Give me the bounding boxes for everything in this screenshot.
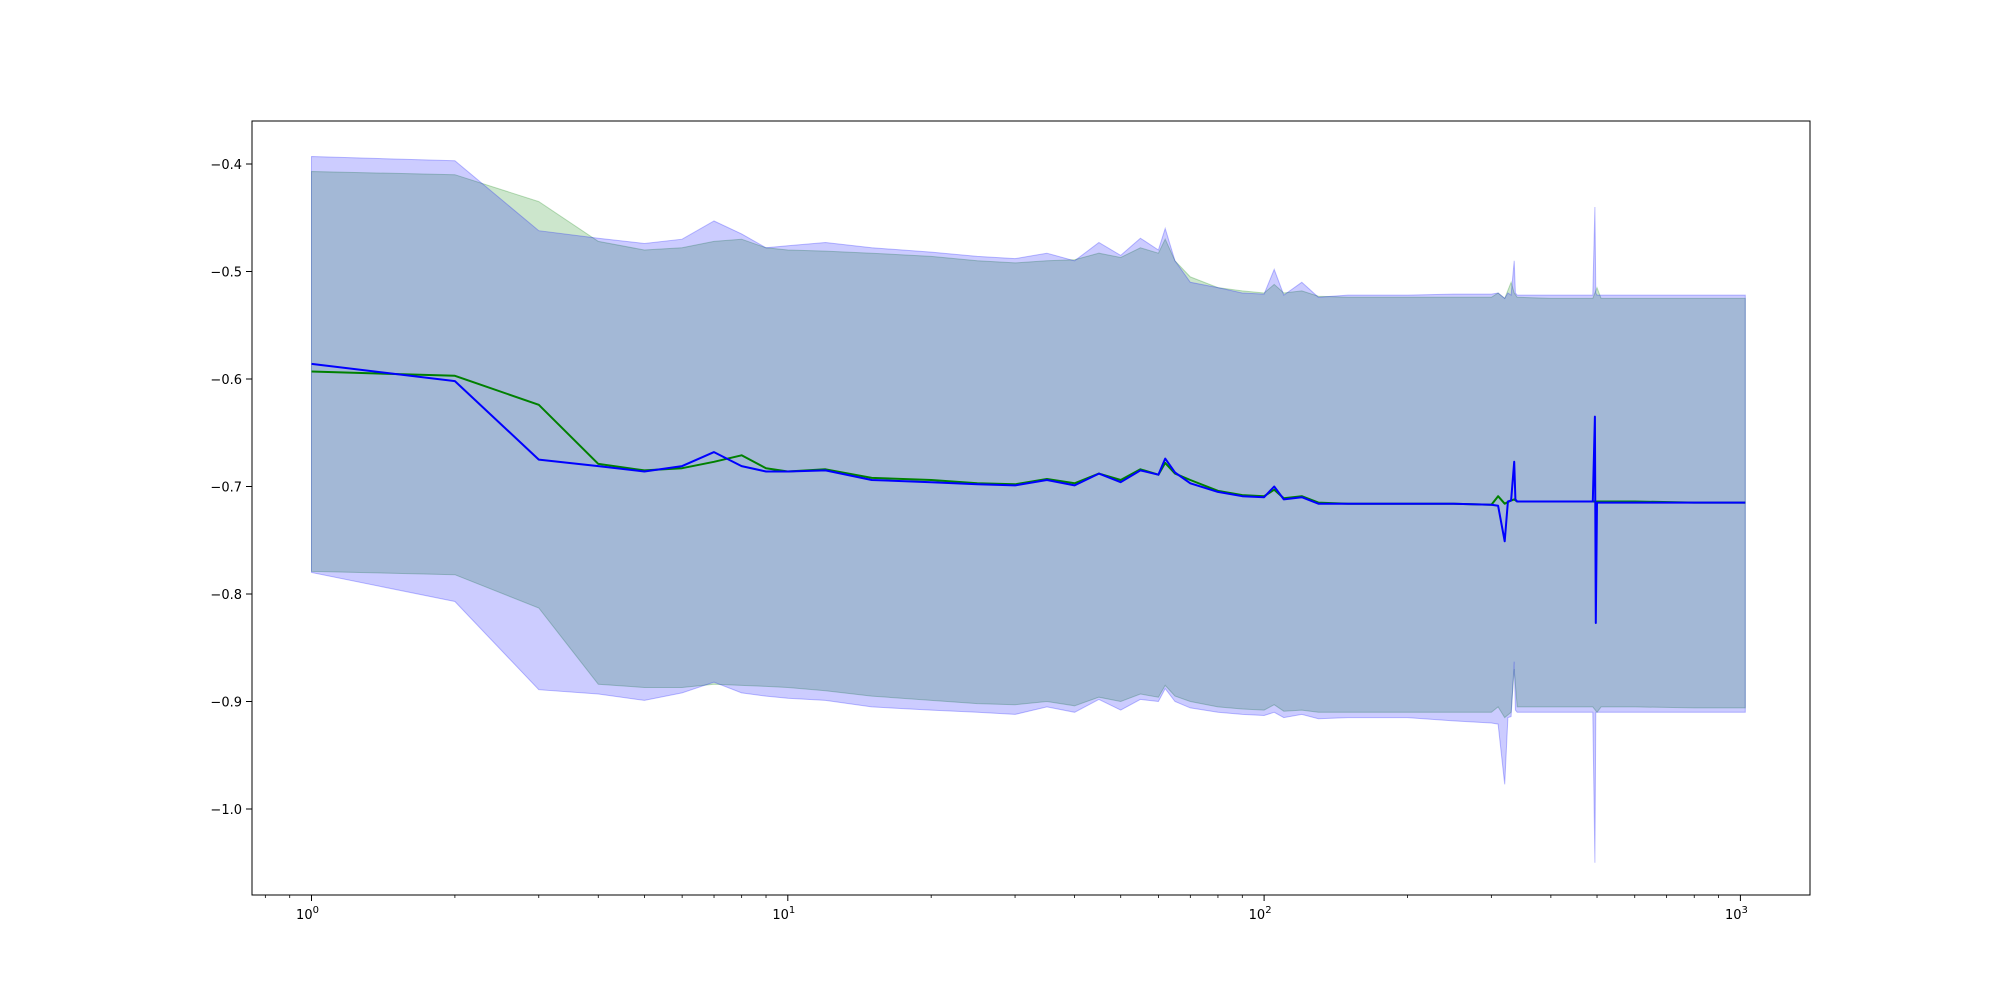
y-tick-label: −0.8 xyxy=(210,588,242,603)
y-axis: −0.4 −0.5 −0.6 −0.7 −0.8 −0.9 −1.0 xyxy=(210,158,252,818)
y-tick-label: −0.9 xyxy=(210,696,242,711)
x-tick-label: 102 xyxy=(1249,905,1272,923)
y-tick-label: −0.6 xyxy=(210,373,242,388)
y-tick-label: −1.0 xyxy=(210,803,242,818)
y-tick-label: −0.7 xyxy=(210,481,242,496)
x-tick-label: 100 xyxy=(296,905,319,923)
y-tick-label: −0.4 xyxy=(210,158,242,173)
x-tick-label: 101 xyxy=(772,905,795,923)
line-series-1 xyxy=(311,362,1746,624)
band-series-0 xyxy=(311,170,1746,719)
series-lines xyxy=(311,362,1746,624)
band-series-1 xyxy=(311,155,1746,863)
x-axis: 100 101 102 103 xyxy=(264,895,1748,923)
confidence-bands xyxy=(311,155,1746,863)
plot-frame xyxy=(251,120,1811,896)
x-tick-label: 103 xyxy=(1725,905,1748,923)
y-tick-label: −0.5 xyxy=(210,266,242,281)
